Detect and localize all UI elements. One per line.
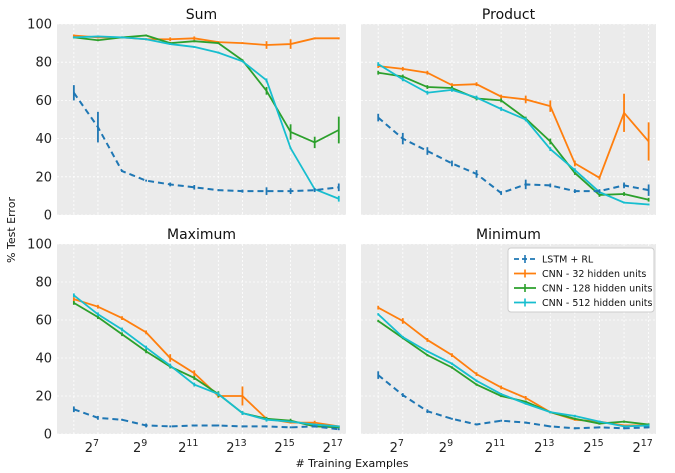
panel-title: Sum	[186, 7, 217, 23]
x-tick-label: 29	[439, 438, 453, 456]
series-line	[377, 63, 649, 206]
plot-area	[361, 24, 656, 215]
x-tick-label: 27	[390, 438, 404, 456]
panel-title: Maximum	[167, 227, 236, 243]
y-tick-label: 60	[35, 314, 52, 329]
y-tick-label: 40	[35, 352, 52, 367]
legend: LSTM + RL CNN - 32 hidden units CNN - 128 …	[507, 247, 655, 313]
y-tick-label: 80	[35, 276, 52, 291]
legend-label: LSTM + RL	[542, 255, 594, 266]
series-line	[73, 92, 339, 193]
series-line	[73, 35, 340, 200]
y-tick-label: 20	[35, 390, 52, 405]
y-tick-label: 80	[35, 56, 52, 71]
panels: Sum 0 20 40 60 80 100 Product Maximum 0 20 40 60 80 10…	[27, 7, 656, 456]
y-tick-label: 60	[35, 94, 52, 109]
series-line	[378, 65, 650, 180]
x-tick-label: 211	[178, 438, 198, 456]
series-line	[377, 313, 649, 428]
x-tick-label: 215	[583, 438, 603, 456]
x-tick-label: 213	[534, 438, 554, 456]
x-tick-label: 217	[323, 438, 343, 456]
y-tick-label: 0	[44, 209, 52, 224]
legend-label: CNN - 32 hidden units	[542, 269, 646, 280]
series-line	[73, 294, 339, 428]
x-tick-label: 213	[226, 438, 246, 456]
panel-maximum: Maximum 0 20 40 60 80 100 27 29 211 213 215 217	[27, 227, 346, 456]
panel-title: Minimum	[476, 227, 541, 243]
legend-label: CNN - 128 hidden units	[542, 284, 652, 295]
series-line	[73, 408, 339, 431]
legend-box	[507, 247, 655, 313]
y-axis-label: % Test Error	[5, 197, 18, 263]
y-tick-label: 20	[35, 170, 52, 185]
x-tick-label: 27	[85, 438, 99, 456]
panel-title: Product	[482, 7, 536, 23]
y-tick-label: 0	[44, 428, 52, 443]
y-tick-label: 40	[35, 132, 52, 147]
y-tick-label: 100	[27, 18, 52, 33]
series-line	[377, 116, 649, 195]
panel-sum: Sum 0 20 40 60 80 100	[27, 7, 346, 224]
plot-area	[57, 244, 346, 434]
legend-label: CNN - 512 hidden units	[542, 298, 652, 309]
x-axis-label: # Training Examples	[295, 457, 408, 470]
y-tick-label: 100	[27, 238, 52, 253]
plot-area	[57, 24, 346, 215]
panel-product: Product	[361, 7, 656, 216]
x-tick-label: 215	[274, 438, 294, 456]
x-tick-label: 211	[485, 438, 505, 456]
x-tick-label: 29	[133, 438, 147, 456]
x-tick-label: 217	[632, 438, 652, 456]
